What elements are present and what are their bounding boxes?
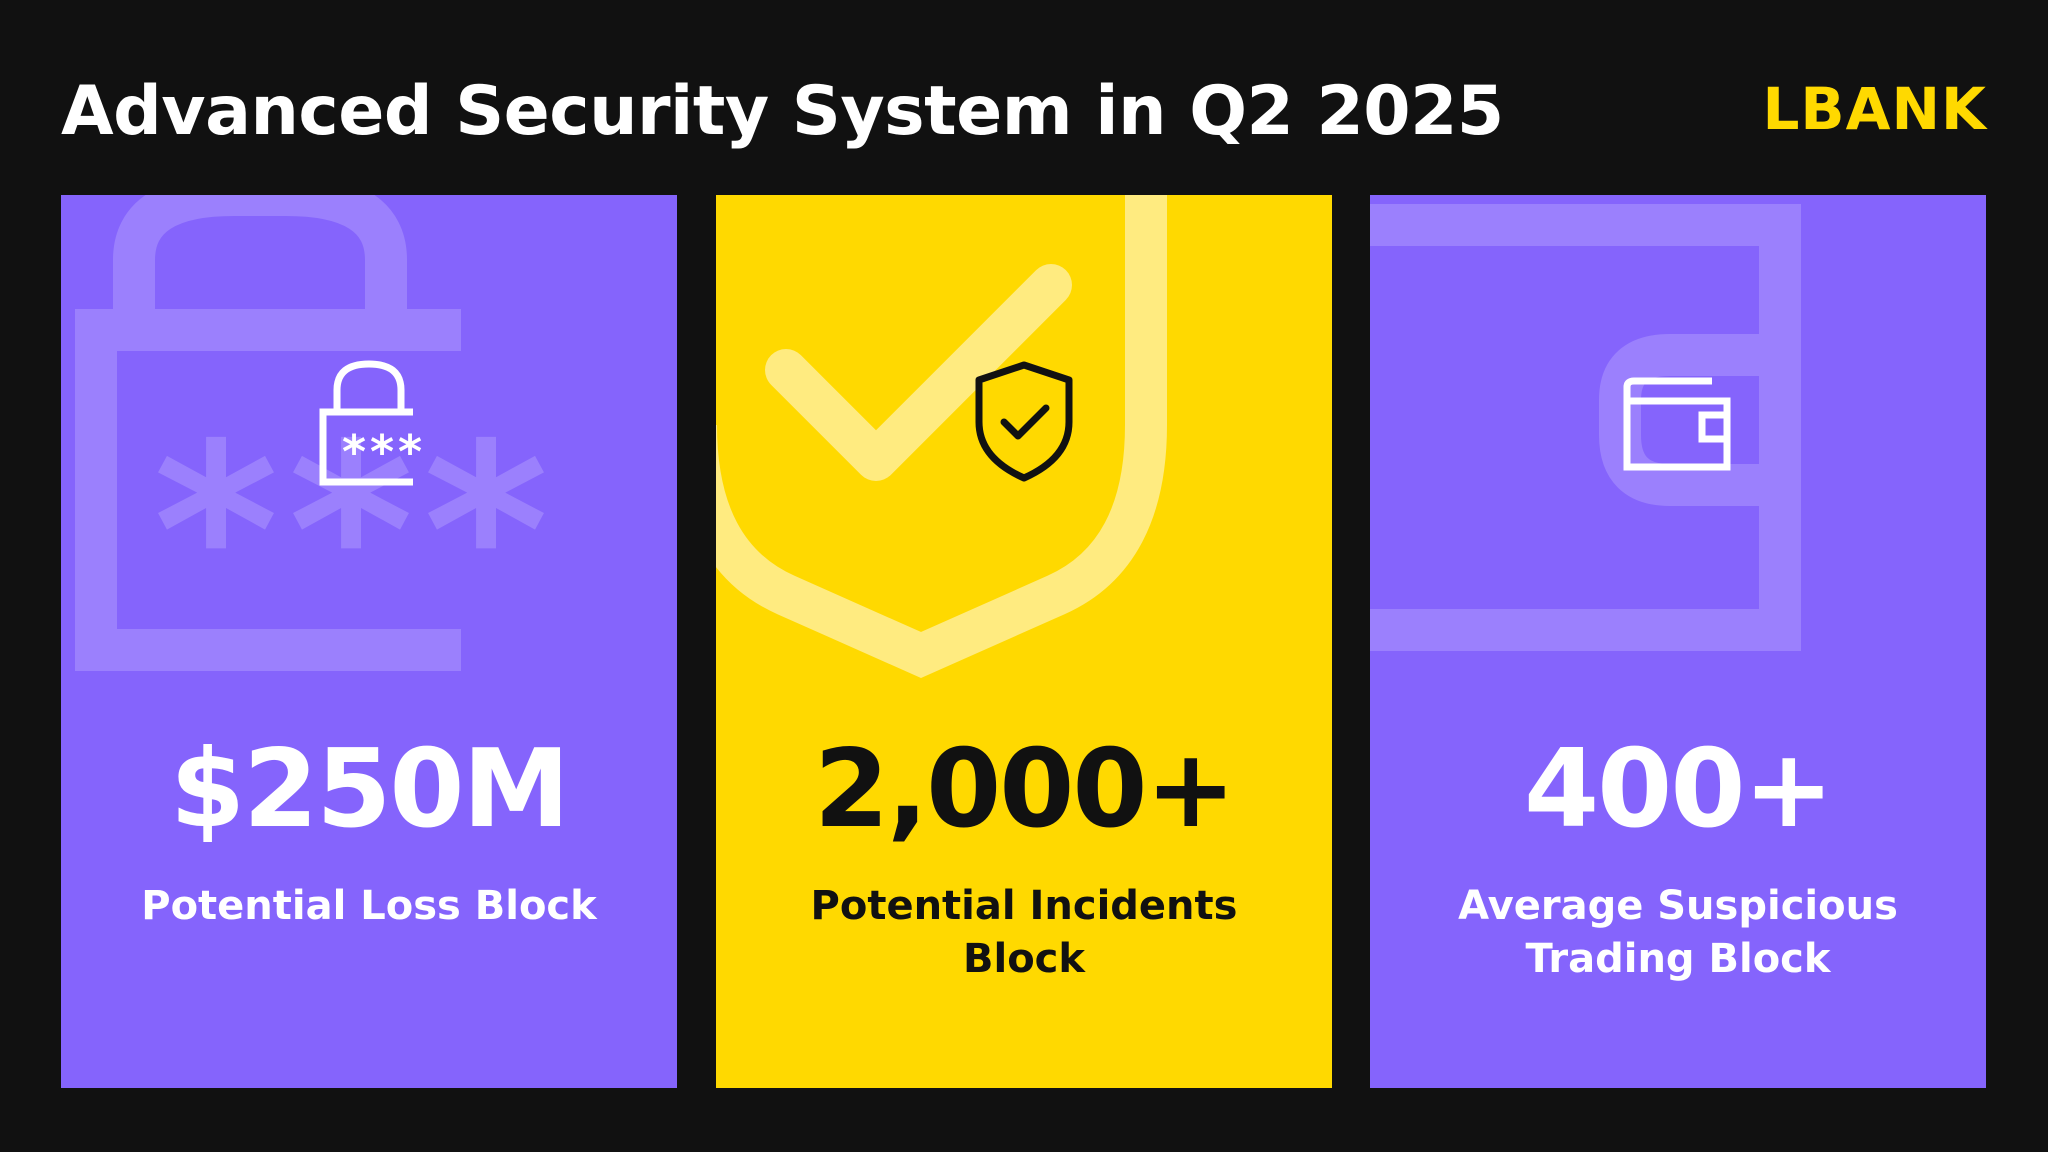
stat-label-suspicious-trading-block: Average Suspicious Trading Block bbox=[1458, 883, 1898, 982]
stat-label-loss-block: Potential Loss Block bbox=[141, 883, 597, 929]
shield-background-graphic bbox=[716, 195, 1167, 678]
stat-card-suspicious-trading-block: 400+ Average Suspicious Trading Block bbox=[1370, 195, 1986, 1088]
svg-text:*: * bbox=[153, 392, 279, 672]
wallet-icon bbox=[1623, 377, 1731, 471]
stat-card-loss-block: * * * * * * $250M Potential Loss Block bbox=[61, 195, 677, 1088]
stat-label-incidents-block: Potential Incidents Block bbox=[810, 883, 1238, 982]
wallet-background-graphic bbox=[1370, 204, 1801, 651]
stat-card-incidents-block: 2,000+ Potential Incidents Block bbox=[716, 195, 1332, 1088]
svg-text:*: * bbox=[342, 425, 366, 479]
padlock-password-icon: * * * bbox=[319, 360, 422, 486]
shield-check-icon bbox=[975, 361, 1073, 482]
stat-value-incidents-block: 2,000+ bbox=[813, 727, 1236, 852]
page-title: Advanced Security System in Q2 2025 bbox=[61, 72, 1504, 151]
svg-text:*: * bbox=[398, 425, 422, 479]
svg-text:*: * bbox=[370, 425, 394, 479]
stat-value-loss-block: $250M bbox=[169, 727, 570, 852]
svg-text:*: * bbox=[288, 392, 414, 672]
lbank-logo: LBANK bbox=[1762, 75, 1987, 143]
svg-text:*: * bbox=[423, 392, 549, 672]
padlock-background-graphic: * * * bbox=[75, 195, 549, 672]
stat-value-suspicious-trading-block: 400+ bbox=[1524, 727, 1834, 852]
